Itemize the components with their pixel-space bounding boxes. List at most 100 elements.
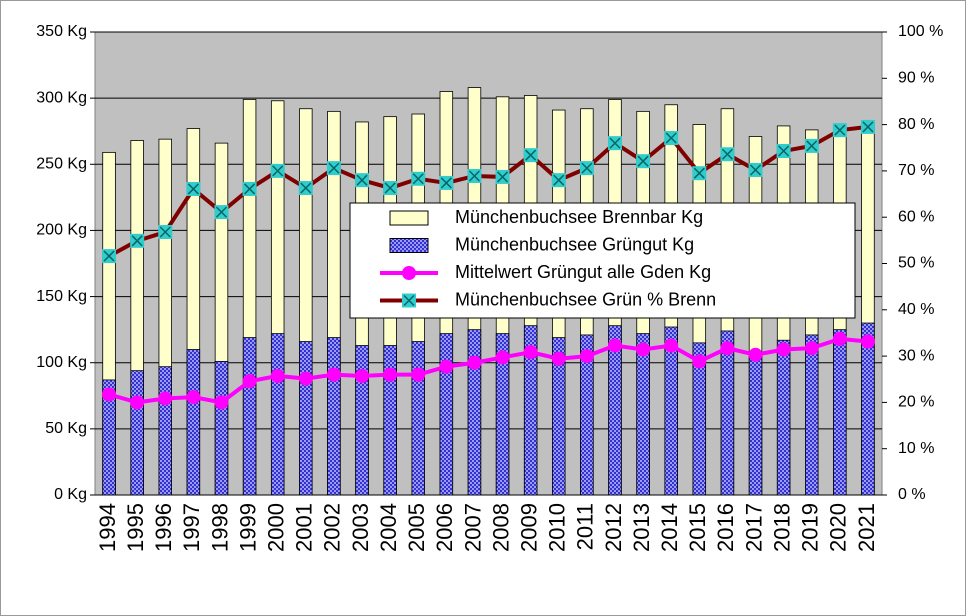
x-tick-label: 2001 [292, 503, 317, 552]
x-tick-label: 2002 [320, 503, 345, 552]
x-tick-label: 1995 [123, 503, 148, 552]
x-tick-label: 2000 [264, 503, 289, 552]
y2-tick-label: 80 % [898, 116, 934, 133]
marker-cross [525, 149, 537, 161]
bar [214, 360, 229, 496]
marker-cross [215, 206, 228, 218]
y2-tick-label: 100 % [898, 23, 943, 40]
bar [580, 334, 594, 496]
marker-cross [581, 162, 593, 174]
y2-tick-label: 50 % [898, 255, 934, 272]
marker [523, 345, 538, 360]
marker-cross [497, 171, 509, 183]
marker-cross [834, 124, 846, 136]
bar [552, 337, 566, 496]
bar [102, 379, 116, 496]
marker-cross [862, 121, 874, 133]
y-tick-label: 50 Kg [45, 420, 87, 437]
bar [242, 337, 257, 496]
bar [383, 345, 397, 496]
marker-cross [468, 170, 480, 182]
y-tick-label: 0 Kg [54, 486, 87, 503]
y2-tick-label: 40 % [898, 301, 934, 318]
legend-label: Münchenbuchsee Brennbar Kg [455, 207, 703, 227]
bar [327, 337, 341, 496]
x-tick-label: 1998 [207, 503, 232, 552]
x-tick-label: 1997 [179, 503, 204, 552]
x-tick-label: 2019 [798, 503, 823, 552]
bar [270, 333, 285, 496]
marker-cross [806, 140, 818, 152]
marker-cross [665, 132, 677, 144]
x-tick-label: 2010 [545, 503, 570, 552]
marker-cross [609, 137, 621, 149]
bar [495, 333, 510, 496]
marker [551, 351, 566, 366]
marker-cross [440, 177, 452, 189]
marker-cross [412, 173, 424, 185]
x-tick-label: 2006 [432, 503, 457, 552]
x-tick-label: 2020 [826, 503, 851, 552]
x-tick-label: 2011 [573, 503, 598, 550]
bar [186, 349, 201, 496]
marker [326, 367, 341, 382]
y2-tick-label: 90 % [898, 70, 934, 87]
marker-cross [384, 182, 396, 194]
marker [607, 338, 622, 353]
y2-tick-label: 70 % [898, 162, 934, 179]
bar [439, 333, 454, 496]
bar [299, 341, 313, 496]
bar [833, 329, 847, 496]
y2-tick-label: 20 % [898, 394, 934, 411]
y2-tick-label: 30 % [898, 347, 934, 364]
x-tick-label: 2018 [769, 503, 794, 552]
legend-label: Münchenbuchsee Grün % Brenn [455, 289, 716, 309]
x-tick-label: 2016 [713, 503, 738, 552]
y-tick-label: 150 Kg [36, 288, 87, 305]
legend-swatch [389, 210, 429, 226]
x-tick-label: 2004 [376, 503, 401, 552]
y-tick-label: 300 Kg [36, 89, 87, 106]
legend-swatch [389, 238, 429, 253]
y2-tick-label: 0 % [898, 486, 926, 503]
x-tick-label: 2012 [601, 503, 626, 552]
marker [804, 341, 819, 356]
bar [692, 342, 707, 496]
marker-cross [778, 145, 790, 157]
marker [776, 342, 791, 357]
x-tick-label: 1996 [151, 503, 176, 552]
marker [130, 395, 145, 410]
marker-cross [131, 235, 143, 247]
y-tick-label: 100 Kg [36, 354, 87, 371]
marker-cross [300, 182, 312, 194]
bar [720, 330, 735, 496]
bar [158, 366, 172, 496]
legend-marker [402, 266, 416, 280]
line [108, 124, 869, 258]
x-tick-label: 2013 [629, 503, 654, 552]
legend-label: Mittelwert Grüngut alle Gden Kg [455, 262, 711, 282]
bar [608, 325, 622, 496]
y2-tick-label: 10 % [898, 440, 934, 457]
marker-cross [103, 250, 115, 262]
x-tick-label: 2008 [488, 503, 513, 552]
y-tick-label: 200 Kg [36, 222, 87, 239]
marker [383, 367, 398, 382]
bar [523, 325, 538, 496]
marker [720, 341, 735, 356]
marker [186, 390, 201, 405]
marker [298, 371, 313, 386]
y-tick-label: 350 Kg [36, 23, 87, 40]
legend-marker [403, 294, 415, 307]
x-tick-label: 2003 [348, 503, 373, 552]
marker [748, 347, 763, 362]
marker-cross [159, 226, 171, 238]
marker [242, 374, 257, 389]
x-tick-label: 2021 [854, 503, 879, 552]
marker [102, 387, 117, 402]
bar [861, 322, 875, 496]
marker [495, 350, 510, 365]
bar [805, 334, 819, 496]
line [108, 336, 869, 405]
